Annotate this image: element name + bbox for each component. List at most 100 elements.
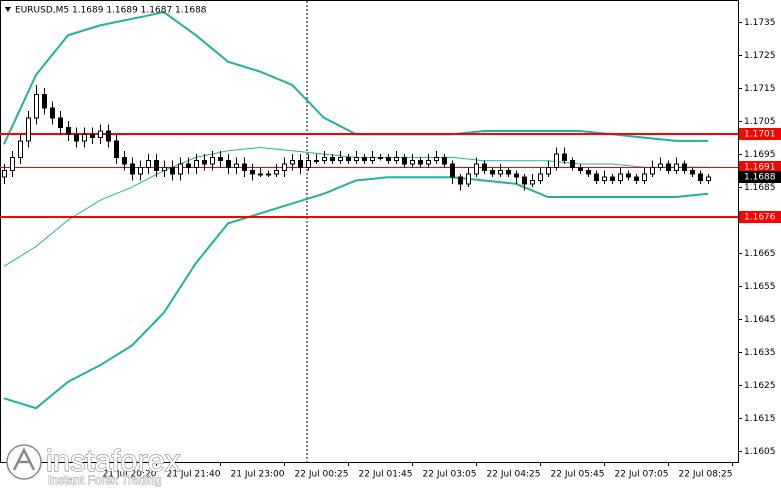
y-tick-label: 1.1695: [744, 150, 776, 160]
candle-body: [602, 176, 607, 182]
candle-body: [170, 166, 175, 175]
candle-body: [370, 156, 375, 162]
candle-body: [530, 180, 535, 185]
candle-body: [698, 173, 703, 182]
candle-body: [386, 156, 391, 162]
y-tick-label: 1.1655: [744, 282, 776, 292]
candle-body: [578, 166, 583, 172]
candle-body: [354, 156, 359, 162]
candle-body: [594, 173, 599, 182]
candle-body: [466, 173, 471, 185]
candle-body: [554, 153, 559, 168]
candle-body: [618, 173, 623, 182]
candle-body: [186, 163, 191, 168]
candle-body: [338, 156, 343, 162]
candle-body: [2, 170, 7, 178]
x-tick-label: 22 Jul 00:25: [295, 470, 349, 480]
symbol-menu-icon: [5, 7, 11, 12]
y-tick-label: 1.1685: [744, 183, 776, 193]
candle-body: [442, 156, 447, 165]
candle-body: [138, 166, 143, 175]
price-tag: [739, 171, 781, 183]
y-tick-label: 1.1635: [744, 348, 776, 358]
candle-body: [650, 166, 655, 175]
y-tick-label: 1.1665: [744, 249, 776, 259]
candle-body: [682, 163, 687, 172]
candle-body: [106, 130, 111, 142]
x-tick-label: 21 Jul 21:40: [167, 470, 221, 480]
candle-body: [322, 156, 327, 162]
candle-body: [498, 170, 503, 175]
candle-body: [242, 163, 247, 172]
candle-body: [130, 163, 135, 175]
candle-body: [250, 170, 255, 175]
y-tick-label: 1.1705: [744, 117, 776, 127]
candle-body: [674, 163, 679, 172]
candle-body: [82, 133, 87, 142]
candle-body: [178, 163, 183, 175]
candle-body: [266, 173, 271, 176]
candle-body: [514, 173, 519, 178]
price-tag-label: 1.1688: [744, 173, 776, 183]
y-tick-label: 1.1625: [744, 381, 776, 391]
candle-body: [378, 156, 383, 159]
candle-body: [202, 160, 207, 165]
candle-body: [706, 176, 711, 182]
candle-body: [122, 156, 127, 165]
candle-body: [90, 133, 95, 139]
y-tick-label: 1.1645: [744, 315, 776, 325]
x-tick-label: 21 Jul 20:20: [103, 470, 157, 480]
candle-body: [314, 160, 319, 163]
candle-body: [34, 94, 39, 119]
indicator-line: [3, 176, 709, 410]
candle-body: [474, 163, 479, 175]
candle-body: [458, 176, 463, 185]
candle-body: [570, 160, 575, 168]
candle-body: [362, 156, 367, 162]
y-tick-label: 1.1725: [744, 51, 776, 61]
candle-body: [642, 173, 647, 182]
watermark: instaforex Instant Forex Trading: [6, 443, 181, 488]
candle-body: [506, 170, 511, 175]
x-tick-label: 22 Jul 03:05: [423, 470, 477, 480]
candle-body: [226, 160, 231, 168]
candle-body: [98, 130, 103, 139]
candle-body: [538, 173, 543, 182]
x-tick-label: 22 Jul 04:25: [487, 470, 541, 480]
candle-body: [298, 160, 303, 168]
candle-body: [274, 170, 279, 175]
candle-body: [58, 117, 63, 129]
candle-body: [626, 173, 631, 178]
chart-title: EURUSD,M5 1.1689 1.1689 1.1687 1.1688: [15, 6, 207, 16]
candle-body: [234, 163, 239, 168]
candle-body: [10, 156, 15, 172]
candle-body: [410, 160, 415, 165]
candle-body: [666, 163, 671, 172]
candle-body: [690, 170, 695, 175]
candle-body: [658, 163, 663, 168]
candle-body: [426, 160, 431, 165]
logo-mark: [12, 447, 36, 471]
candle-body: [434, 156, 439, 162]
candle-body: [330, 156, 335, 162]
x-tick-label: 22 Jul 08:25: [679, 470, 733, 480]
candle-body: [562, 153, 567, 162]
candle-body: [418, 160, 423, 165]
candle-body: [546, 166, 551, 175]
y-tick-label: 1.1735: [744, 18, 776, 28]
candle-body: [154, 160, 159, 172]
candle-body: [162, 166, 167, 172]
plot-frame: [0, 0, 739, 463]
candle-body: [522, 176, 527, 185]
price-tag: [739, 161, 781, 173]
candle-body: [66, 127, 71, 135]
candle-body: [74, 133, 79, 142]
candle-body: [450, 163, 455, 178]
x-tick-label: 22 Jul 07:05: [615, 470, 669, 480]
candle-body: [218, 156, 223, 162]
candle-body: [18, 140, 23, 158]
candle-body: [210, 156, 215, 165]
